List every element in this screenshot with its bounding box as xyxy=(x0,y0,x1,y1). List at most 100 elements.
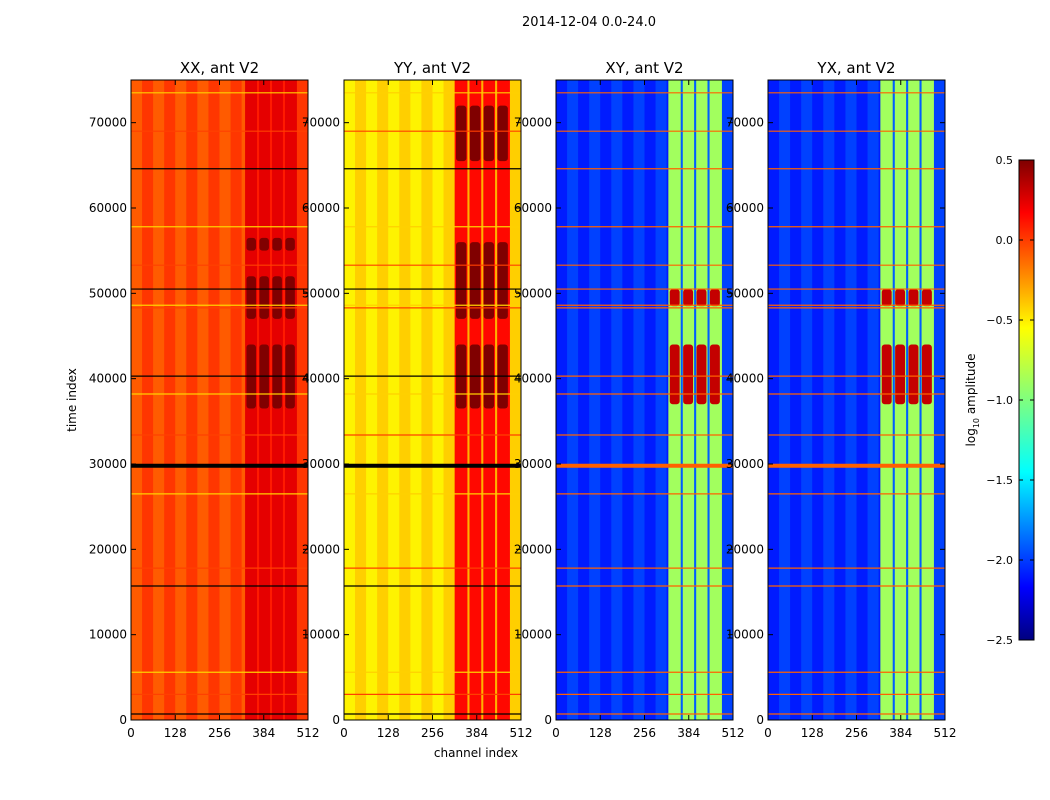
panel-title: YX, ant V2 xyxy=(816,59,895,77)
x-tick-label: 128 xyxy=(164,726,187,740)
y-tick-label: 0 xyxy=(756,713,764,727)
channel-stripe xyxy=(834,80,846,720)
y-tick-label: 20000 xyxy=(514,542,552,556)
hot-cell xyxy=(669,289,680,307)
channel-stripe xyxy=(443,80,455,720)
colorbar-label-suffix: amplitude xyxy=(964,354,978,418)
channel-stripe xyxy=(721,80,733,720)
flag-lines xyxy=(768,92,945,715)
x-axis-label: channel index xyxy=(434,746,518,760)
hot-cell xyxy=(285,276,295,319)
channel-stripe xyxy=(208,80,220,720)
x-tick-label: 128 xyxy=(801,726,824,740)
hot-cell xyxy=(696,289,707,307)
panel-title: YY, ant V2 xyxy=(393,59,471,77)
hot-cell xyxy=(709,344,720,405)
x-tick-label: 256 xyxy=(845,726,868,740)
y-tick-label: 10000 xyxy=(514,628,552,642)
y-tick-label: 30000 xyxy=(514,457,552,471)
hot-cell xyxy=(497,242,508,319)
hot-region xyxy=(881,289,932,307)
channel-stripe xyxy=(633,80,645,720)
x-tick-label: 512 xyxy=(510,726,533,740)
x-tick-label: 128 xyxy=(589,726,612,740)
panel-1: XX, ant V2 0 128 256 384 512 0 10000 20000 30000 4… xyxy=(89,59,320,740)
hot-cell xyxy=(921,289,932,307)
hot-cell xyxy=(259,276,269,319)
colorbar-tick-label: −2.5 xyxy=(986,634,1013,647)
x-tick-label: 0 xyxy=(340,726,348,740)
hot-cell xyxy=(272,276,282,319)
channel-stripe xyxy=(823,80,835,720)
channel-stripe xyxy=(230,80,242,720)
band-gap xyxy=(467,80,470,720)
y-tick-label: 40000 xyxy=(726,372,764,386)
flag-lines xyxy=(344,92,521,715)
channel-stripe xyxy=(219,80,231,720)
band-gap xyxy=(282,80,286,720)
hot-cell xyxy=(272,237,282,251)
y-tick-label: 0 xyxy=(544,713,552,727)
hot-region xyxy=(456,105,508,162)
hot-cell xyxy=(456,105,467,162)
y-tick-label: 60000 xyxy=(726,201,764,215)
y-tick-label: 10000 xyxy=(302,628,340,642)
colorbar-tick-label: −0.5 xyxy=(986,314,1013,327)
colorbar-tick-label: −2.0 xyxy=(986,554,1013,567)
y-tick-label: 70000 xyxy=(302,116,340,130)
x-tick-label: 512 xyxy=(934,726,957,740)
y-axis-label: time index xyxy=(65,368,79,432)
colorbar-tick-label: −1.5 xyxy=(986,474,1013,487)
colorbar-label: log10 amplitude xyxy=(964,354,981,447)
panels: XX, ant V2 0 128 256 384 512 0 10000 20000 30000 4… xyxy=(89,59,957,740)
channel-stripe xyxy=(197,80,209,720)
y-tick-label: 50000 xyxy=(726,286,764,300)
x-tick-label: 384 xyxy=(252,726,275,740)
hot-cell xyxy=(709,289,720,307)
flag-lines xyxy=(131,92,308,715)
channel-stripe xyxy=(421,80,433,720)
hot-region xyxy=(669,344,720,405)
hot-cell xyxy=(483,105,495,162)
channel-stripe xyxy=(388,80,400,720)
x-tick-label: 256 xyxy=(633,726,656,740)
band-gap xyxy=(680,80,683,720)
y-tick-label: 40000 xyxy=(89,372,127,386)
channel-stripe xyxy=(812,80,824,720)
y-tick-label: 60000 xyxy=(89,201,127,215)
channel-stripe xyxy=(410,80,422,720)
band-gap xyxy=(906,80,909,720)
hot-region xyxy=(246,237,295,251)
hot-cell xyxy=(895,344,906,405)
channel-stripe xyxy=(366,80,378,720)
panel-title: XX, ant V2 xyxy=(180,59,259,77)
panel-title: XY, ant V2 xyxy=(605,59,683,77)
channel-stripe xyxy=(933,80,945,720)
channel-stripe xyxy=(790,80,802,720)
channel-stripe xyxy=(644,80,656,720)
y-tick-label: 40000 xyxy=(514,372,552,386)
x-tick-label: 256 xyxy=(208,726,231,740)
hot-cell xyxy=(483,242,495,319)
band-gap xyxy=(269,80,273,720)
colorbar-tick-label: −1.0 xyxy=(986,394,1013,407)
hot-cell xyxy=(246,276,256,319)
channel-stripe xyxy=(578,80,590,720)
hot-cell xyxy=(921,344,932,405)
x-tick-label: 512 xyxy=(297,726,320,740)
hot-region xyxy=(669,289,720,307)
y-tick-label: 20000 xyxy=(89,542,127,556)
y-tick-label: 70000 xyxy=(89,116,127,130)
y-tick-label: 50000 xyxy=(89,286,127,300)
x-tick-label: 0 xyxy=(552,726,560,740)
hot-cell xyxy=(469,242,481,319)
x-tick-label: 384 xyxy=(889,726,912,740)
y-tick-label: 20000 xyxy=(302,542,340,556)
hot-cell xyxy=(469,105,481,162)
hot-cell xyxy=(895,289,906,307)
y-tick-label: 30000 xyxy=(302,457,340,471)
hot-cell xyxy=(259,237,269,251)
channel-stripe xyxy=(567,80,579,720)
channel-stripe xyxy=(801,80,813,720)
y-tick-label: 0 xyxy=(332,713,340,727)
